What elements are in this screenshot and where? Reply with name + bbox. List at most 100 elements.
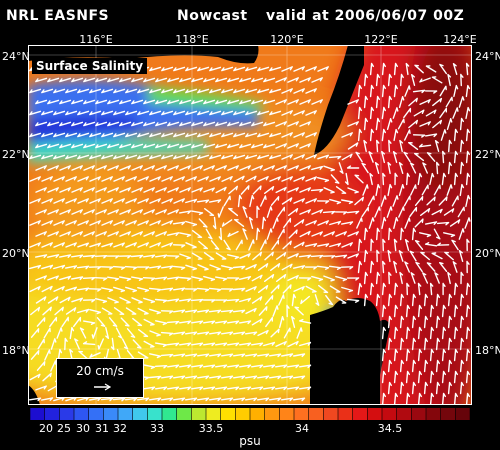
- current-vector: [107, 143, 120, 149]
- current-vector: [143, 165, 155, 171]
- current-vector: [287, 364, 300, 369]
- current-vector: [161, 154, 174, 160]
- current-vector: [257, 263, 269, 271]
- current-vector: [263, 165, 275, 171]
- current-vector: [261, 216, 266, 230]
- current-vector: [386, 118, 393, 130]
- current-vector: [35, 165, 47, 171]
- current-vector: [409, 162, 417, 174]
- current-vector: [212, 216, 217, 230]
- current-vector: [239, 143, 252, 149]
- current-vector: [287, 253, 299, 259]
- current-vector: [299, 318, 312, 324]
- lon-label-122: 122°E: [364, 33, 398, 46]
- current-vector: [119, 187, 131, 193]
- colorbar-swatch: [308, 408, 324, 420]
- current-vector: [305, 88, 317, 94]
- current-vector: [311, 275, 324, 282]
- current-vector: [445, 96, 453, 108]
- current-vector: [433, 228, 441, 240]
- current-vector: [137, 154, 150, 160]
- current-vector: [124, 397, 138, 402]
- current-vector: [394, 172, 398, 186]
- current-vector: [426, 152, 436, 162]
- current-vector: [341, 199, 354, 205]
- current-vector: [239, 77, 252, 83]
- current-vector: [281, 110, 293, 116]
- current-vector: [239, 99, 252, 105]
- current-vector: [107, 121, 120, 127]
- current-vector: [265, 316, 274, 328]
- current-vector: [221, 353, 234, 358]
- current-vector: [442, 282, 446, 296]
- current-vector: [369, 172, 374, 186]
- current-vector: [221, 375, 234, 380]
- current-vector: [434, 272, 440, 284]
- colorbar-swatch: [74, 408, 90, 420]
- current-vector: [185, 66, 198, 72]
- current-vector: [73, 316, 82, 328]
- reference-arrow-icon: [94, 383, 111, 391]
- current-vector: [465, 326, 470, 340]
- current-vector: [131, 77, 144, 83]
- current-vector: [251, 99, 264, 105]
- current-vector: [344, 172, 349, 186]
- current-vector: [205, 228, 213, 240]
- current-vector: [323, 165, 335, 172]
- current-vector: [96, 317, 106, 327]
- current-vector: [36, 361, 46, 371]
- current-vector: [143, 143, 156, 149]
- current-vector: [137, 351, 149, 359]
- current-vector: [41, 198, 53, 204]
- current-vector: [447, 293, 452, 307]
- current-vector: [155, 187, 167, 193]
- current-vector: [316, 200, 330, 204]
- current-vector: [291, 316, 296, 328]
- current-vector: [53, 286, 65, 292]
- current-vector: [293, 132, 305, 138]
- current-vector: [432, 119, 442, 129]
- current-vector: [71, 99, 84, 105]
- current-vector: [65, 307, 77, 315]
- current-vector: [89, 154, 102, 160]
- current-vector: [245, 353, 258, 358]
- current-vector: [203, 320, 216, 325]
- colorbar-swatch: [279, 408, 295, 420]
- map-title: Surface Salinity: [32, 58, 148, 74]
- current-vector: [143, 254, 156, 259]
- current-vector: [363, 139, 368, 153]
- valid-time: valid at 2006/06/07 00Z: [266, 8, 465, 24]
- current-vector: [382, 172, 386, 186]
- current-vector: [251, 342, 264, 347]
- current-vector: [451, 239, 459, 251]
- lat-label-18-left: 18°N: [2, 344, 30, 357]
- current-vector: [215, 186, 227, 194]
- current-vector: [76, 265, 90, 270]
- current-vector: [191, 143, 204, 149]
- current-vector: [232, 309, 246, 314]
- current-vector: [167, 187, 179, 193]
- current-vector: [36, 317, 46, 327]
- current-vector: [251, 121, 264, 127]
- current-vector: [441, 172, 447, 186]
- current-vector: [270, 263, 281, 271]
- current-vector: [245, 286, 257, 292]
- current-vector: [42, 372, 52, 382]
- current-vector: [323, 275, 335, 282]
- current-vector: [209, 397, 222, 402]
- current-vector: [341, 286, 354, 293]
- current-vector: [405, 304, 410, 318]
- current-vector: [305, 285, 317, 293]
- current-vector: [101, 176, 113, 182]
- current-vector: [404, 217, 411, 229]
- current-vector: [400, 227, 404, 241]
- current-vector: [275, 364, 288, 369]
- current-vector: [363, 249, 368, 263]
- current-vector: [149, 154, 162, 160]
- current-vector: [76, 287, 90, 292]
- current-vector: [203, 165, 215, 171]
- current-vector: [209, 110, 222, 116]
- current-vector: [409, 250, 417, 262]
- colorbar-swatch: [411, 408, 427, 420]
- current-vector: [399, 293, 404, 307]
